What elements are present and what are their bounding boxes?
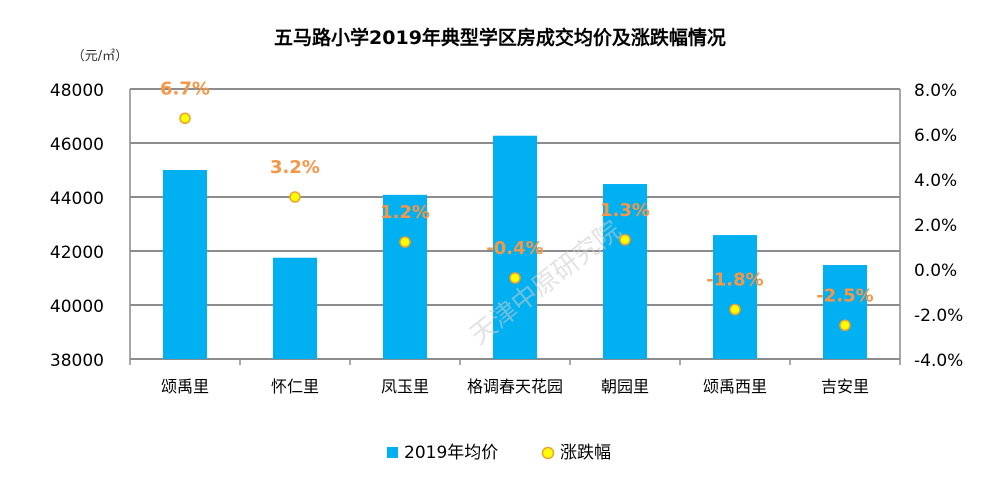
left-tick-label: 38000 <box>50 351 104 371</box>
change-data-label: 6.7% <box>160 78 210 99</box>
left-tick-label: 46000 <box>50 135 104 155</box>
change-data-label: 3.2% <box>270 157 320 178</box>
change-data-label: -1.8% <box>706 270 763 291</box>
category-label: 颂禹西里 <box>703 377 767 396</box>
left-tick-label: 40000 <box>50 297 104 317</box>
change-dot <box>179 112 191 124</box>
right-tick-label: 2.0% <box>914 216 957 236</box>
change-dot <box>839 319 851 331</box>
change-dot <box>619 234 631 246</box>
chart-title: 五马路小学2019年典型学区房成交均价及涨跌幅情况 <box>274 26 726 49</box>
category-label: 凤玉里 <box>381 377 429 396</box>
left-tick-label: 44000 <box>50 189 104 209</box>
left-tick-label: 48000 <box>50 81 104 101</box>
change-data-label: -2.5% <box>816 285 873 306</box>
right-tick-label: 8.0% <box>914 81 957 101</box>
change-dot <box>509 272 521 284</box>
change-data-label: 1.2% <box>380 202 430 223</box>
legend-bar-label: 2019年均价 <box>404 443 498 463</box>
category-label: 朝园里 <box>601 377 649 396</box>
category-label: 格调春天花园 <box>467 377 563 396</box>
category-label: 颂禹里 <box>161 377 209 396</box>
change-data-label: 1.3% <box>600 200 650 221</box>
right-tick-label: 0.0% <box>914 261 957 281</box>
change-data-label: -0.4% <box>486 238 543 259</box>
bar <box>713 235 757 359</box>
bar <box>603 184 647 359</box>
left-tick-label: 42000 <box>50 243 104 263</box>
change-dot <box>729 303 741 316</box>
legend: 2019年均价 涨跌幅 <box>387 443 611 463</box>
watermark: 天津中原研究院 <box>465 215 627 351</box>
legend-bar-swatch <box>387 447 398 458</box>
right-tick-label: 6.0% <box>914 126 957 146</box>
bar <box>823 265 867 359</box>
right-tick-label: -2.0% <box>914 306 963 326</box>
legend-dot-swatch <box>541 446 555 460</box>
bar <box>273 257 317 359</box>
bar <box>493 135 537 359</box>
change-dot <box>399 236 411 248</box>
category-label: 怀仁里 <box>271 377 319 396</box>
right-tick-label: 4.0% <box>914 171 957 191</box>
change-dot <box>289 191 301 203</box>
bar <box>383 194 427 359</box>
unit-label: （元/㎡） <box>72 49 128 64</box>
bar <box>163 170 207 359</box>
legend-dot-label: 涨跌幅 <box>560 443 611 463</box>
category-label: 吉安里 <box>821 377 869 396</box>
right-tick-label: -4.0% <box>914 351 963 371</box>
